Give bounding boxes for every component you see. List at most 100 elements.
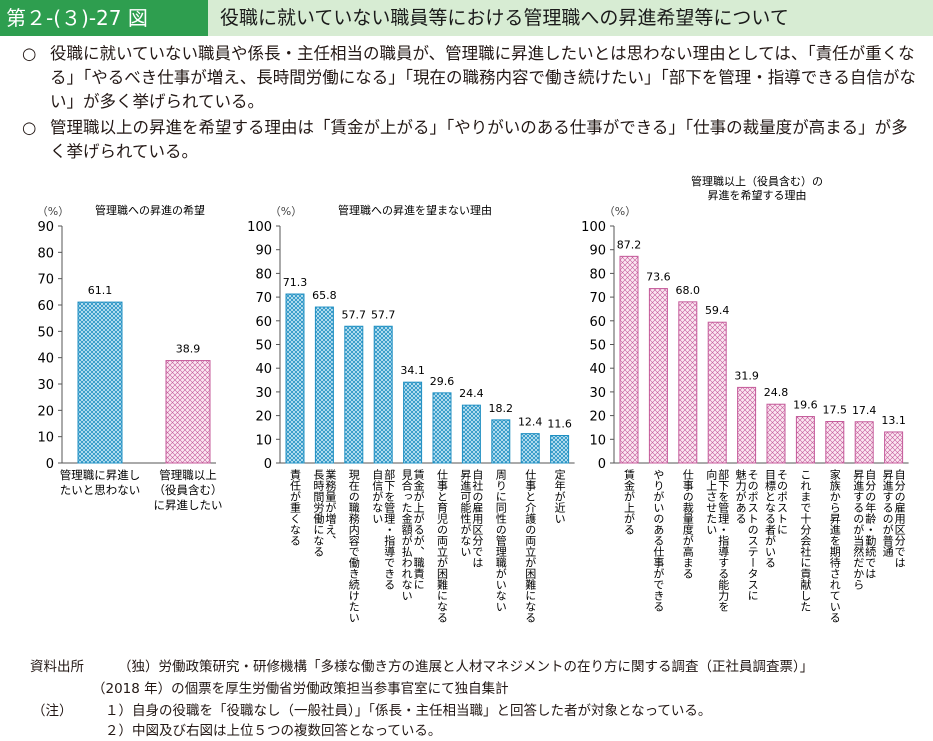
category-label: 業務量が増え、: [324, 469, 337, 546]
data-label: 12.4: [518, 416, 543, 429]
bar: [825, 421, 845, 464]
category-label: 周りに同性の管理職がいない: [494, 469, 507, 612]
y-tick-label: 10: [255, 433, 272, 448]
chart-left: 管理職への昇進の希望 （%） 0 10 20 30 40 50 60 70 80 90 61.1 管理職に…: [0, 0, 260, 654]
data-label: 34.1: [400, 364, 425, 377]
note-text-1: １）自身の役職を「役職なし（一般社員）」「係長・主任相当職」と回答した者が対象と…: [105, 703, 712, 719]
figure-title: 役職に就いていない職員等における管理職への昇進希望等について: [208, 0, 933, 36]
y-tick-label: 20: [37, 404, 54, 419]
data-label: 17.4: [852, 404, 877, 417]
bar: [403, 381, 423, 464]
category-label: （役員含む）: [154, 483, 223, 497]
category-label: 自分の雇用区分では: [893, 469, 906, 568]
bar: [619, 255, 639, 464]
y-tick-label: 70: [589, 291, 606, 306]
category-label: たいと思わない: [60, 483, 141, 497]
category-label: 昇進するのが当然だから: [852, 469, 865, 590]
data-label: 61.1: [88, 284, 113, 297]
y-tick-label: 50: [255, 339, 272, 354]
summary-text: 管理職以上の昇進を希望する理由は「賃金が上がる」「やりがいのある仕事ができる」「…: [50, 118, 908, 161]
bar: [373, 325, 393, 464]
y-tick-label: 60: [37, 299, 54, 314]
y-tick-label: 80: [37, 246, 54, 261]
bar: [854, 421, 874, 464]
bar: [737, 386, 757, 464]
bar: [550, 435, 570, 464]
y-tick-label: 40: [255, 362, 272, 377]
bar: [520, 433, 540, 464]
data-label: 38.9: [176, 343, 201, 356]
bar: [344, 325, 364, 464]
chart-title: 管理職への昇進を望まない理由: [338, 203, 492, 217]
summary-bullet: ○: [22, 44, 37, 63]
category-label: 定年が近い: [553, 468, 566, 524]
bar: [766, 403, 786, 464]
category-label: 責任が重くなる: [289, 468, 302, 546]
y-tick-label: 100: [581, 220, 606, 235]
category-label: 仕事と育児の両立が困難になる: [436, 469, 449, 623]
y-unit-label: （%）: [37, 205, 69, 218]
data-label: 31.9: [734, 369, 759, 382]
category-label: 現在の職務内容で働き続けたい: [347, 469, 360, 623]
category-label: 仕事の裁量度が高まる: [681, 469, 694, 579]
category-label: に昇進したい: [154, 498, 223, 512]
category-label: 部下を管理・指導する能力を: [717, 468, 730, 612]
y-tick-label: 100: [247, 220, 272, 235]
y-tick-label: 20: [589, 410, 606, 425]
category-label: 昇進可能性がない: [459, 469, 472, 557]
data-label: 18.2: [489, 402, 514, 415]
chart-title-line: 昇進を希望する理由: [708, 188, 807, 202]
y-unit-label: （%）: [270, 205, 302, 218]
y-tick-label: 80: [589, 267, 606, 282]
note-text-2: ２）中図及び右図は上位５つの複数回答となっている。: [105, 723, 442, 739]
chart-left-svg: 管理職への昇進の希望 （%） 0 10 20 30 40 50 60 70 80 90 61.1 管理職に…: [37, 203, 223, 512]
data-label: 19.6: [793, 399, 818, 412]
y-tick-label: 40: [589, 362, 606, 377]
bar: [285, 293, 305, 464]
bar: [77, 301, 123, 464]
chart-middle-svg: 管理職への昇進を望まない理由 （%） 0 10 20 30 40 50 60 70 80 90 100 7…: [247, 203, 575, 623]
category-label: 賃金が上がるが、職責に: [412, 468, 425, 590]
y-tick-label: 80: [255, 267, 272, 282]
source-label: 資料出所: [30, 659, 84, 675]
data-label: 73.6: [646, 271, 671, 284]
data-label: 87.2: [617, 238, 642, 251]
category-label: 自分の年齢・勤続では: [864, 469, 877, 579]
data-label: 24.8: [764, 386, 789, 399]
category-label: 見合った金額が払われない: [400, 469, 413, 601]
figure-number: 第２-(３)-27 図: [0, 0, 208, 36]
y-tick-label: 90: [589, 244, 606, 259]
data-label: 17.5: [823, 404, 848, 417]
data-label: 11.6: [547, 418, 572, 431]
y-tick-label: 0: [46, 457, 54, 472]
y-tick-label: 30: [255, 386, 272, 401]
category-label: これまで十分会社に貢献した: [799, 469, 812, 612]
data-label: 57.7: [371, 308, 396, 321]
data-label: 68.0: [676, 284, 701, 297]
y-tick-label: 70: [255, 291, 272, 306]
summary-item: ○ 管理職以上の昇進を希望する理由は「賃金が上がる」「やりがいのある仕事ができる…: [22, 116, 922, 164]
y-unit-label: （%）: [604, 205, 636, 218]
y-tick-label: 60: [589, 315, 606, 330]
category-label: 部下を管理・指導できる: [383, 468, 396, 590]
y-tick-label: 0: [264, 457, 272, 472]
y-tick-label: 90: [255, 244, 272, 259]
chart-title: 管理職への昇進の希望: [95, 203, 205, 217]
category-label: 管理職以上: [159, 468, 217, 482]
y-tick-label: 50: [589, 339, 606, 354]
category-label: 魅力がある: [734, 468, 747, 524]
data-label: 57.7: [342, 308, 367, 321]
data-label: 13.1: [881, 414, 906, 427]
summary-text: 役職に就いていない職員や係長・主任相当の職員が、管理職に昇進したいとは思わない理…: [50, 44, 916, 111]
category-label: 昇進するのが普通: [881, 469, 894, 557]
source-text: （独）労働政策研究・研修機構「多様な働き方の進展と人材マネジメントの在り方に関す…: [118, 659, 814, 675]
y-tick-label: 20: [255, 410, 272, 425]
note-label: （注）: [32, 703, 73, 719]
category-label: 家族から昇進を期待されている: [828, 468, 841, 623]
summary-bullet: ○: [22, 118, 37, 137]
figure-header: 第２-(３)-27 図 役職に就いていない職員等における管理職への昇進希望等につ…: [0, 0, 933, 36]
y-tick-label: 40: [37, 352, 54, 367]
data-label: 29.6: [430, 375, 455, 388]
bar: [795, 416, 815, 464]
bar: [165, 360, 211, 464]
